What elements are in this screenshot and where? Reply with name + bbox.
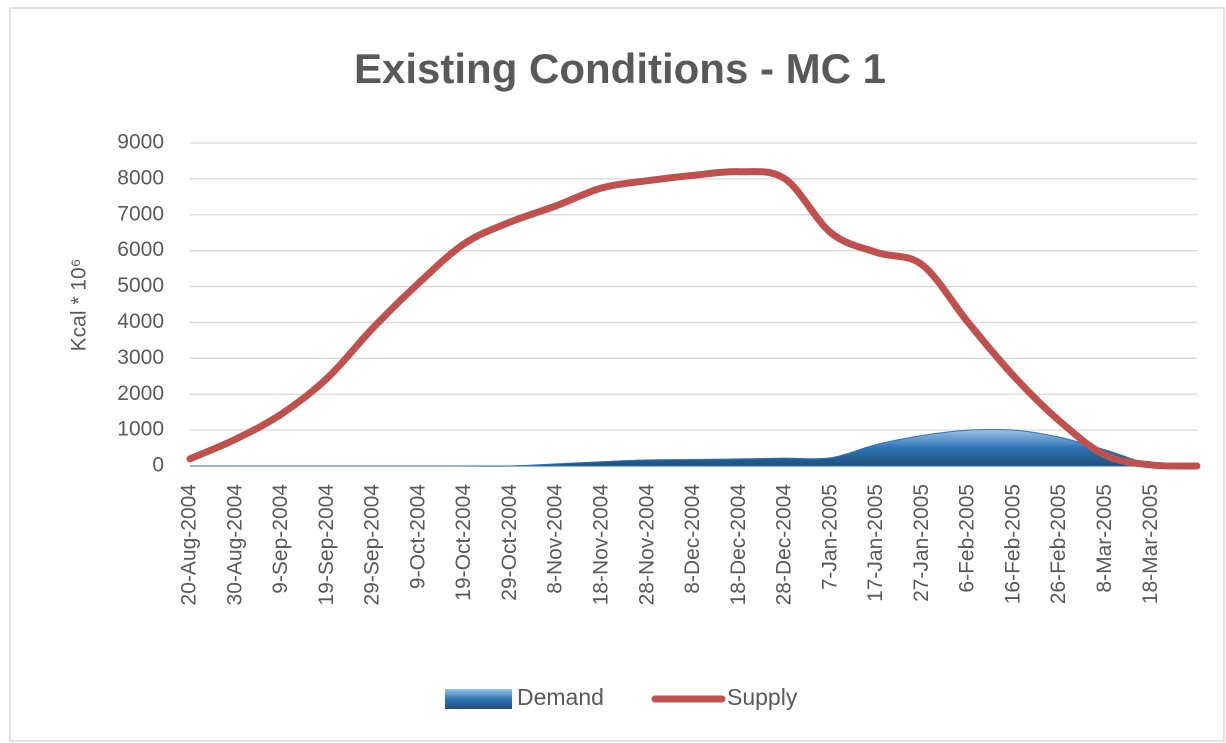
supply-line <box>186 168 1201 470</box>
x-tick-label: 7-Jan-2005 <box>818 484 841 590</box>
x-tick-label: 6-Feb-2005 <box>956 484 979 593</box>
chart-frame <box>9 7 1225 742</box>
x-tick-label: 17-Jan-2005 <box>864 484 887 602</box>
y-tick-label: 3000 <box>117 346 164 369</box>
y-axis-label: Kcal * 10⁶ <box>68 259 91 352</box>
x-tick-label: 18-Dec-2004 <box>727 484 750 606</box>
x-tick-label: 30-Aug-2004 <box>223 484 246 606</box>
x-tick-label: 18-Nov-2004 <box>590 484 613 606</box>
x-tick-label: 8-Mar-2005 <box>1093 484 1116 593</box>
x-tick-label: 28-Nov-2004 <box>635 484 658 606</box>
x-tick-label: 9-Sep-2004 <box>269 484 292 594</box>
x-tick-label: 16-Feb-2005 <box>1001 484 1024 604</box>
y-tick-label: 1000 <box>117 418 164 441</box>
chart-title: Existing Conditions - MC 1 <box>354 45 886 92</box>
y-tick-label: 0 <box>152 454 164 477</box>
x-tick-label: 28-Dec-2004 <box>773 484 796 606</box>
y-tick-label: 9000 <box>117 131 164 154</box>
x-tick-label: 19-Sep-2004 <box>315 484 338 606</box>
y-tick-label: 7000 <box>117 202 164 225</box>
x-tick-label: 8-Dec-2004 <box>681 484 704 594</box>
y-tick-label: 8000 <box>117 166 164 189</box>
x-tick-label: 26-Feb-2005 <box>1047 484 1070 604</box>
x-tick-label: 18-Mar-2005 <box>1139 484 1162 604</box>
x-tick-label: 8-Nov-2004 <box>544 484 567 594</box>
y-tick-label: 5000 <box>117 274 164 297</box>
x-tick-label: 29-Oct-2004 <box>498 484 521 601</box>
legend-label: Demand <box>517 684 604 710</box>
x-tick-label: 20-Aug-2004 <box>178 484 201 606</box>
y-tick-label: 6000 <box>117 238 164 261</box>
x-tick-label: 19-Oct-2004 <box>452 484 475 601</box>
y-tick-label: 2000 <box>117 382 164 405</box>
x-tick-label: 27-Jan-2005 <box>910 484 933 602</box>
x-tick-label: 9-Oct-2004 <box>406 484 429 589</box>
legend-label: Supply <box>727 684 798 710</box>
demand-area <box>190 428 1198 467</box>
y-tick-label: 4000 <box>117 310 164 333</box>
legend-swatch <box>445 689 512 709</box>
x-tick-label: 29-Sep-2004 <box>361 484 384 606</box>
